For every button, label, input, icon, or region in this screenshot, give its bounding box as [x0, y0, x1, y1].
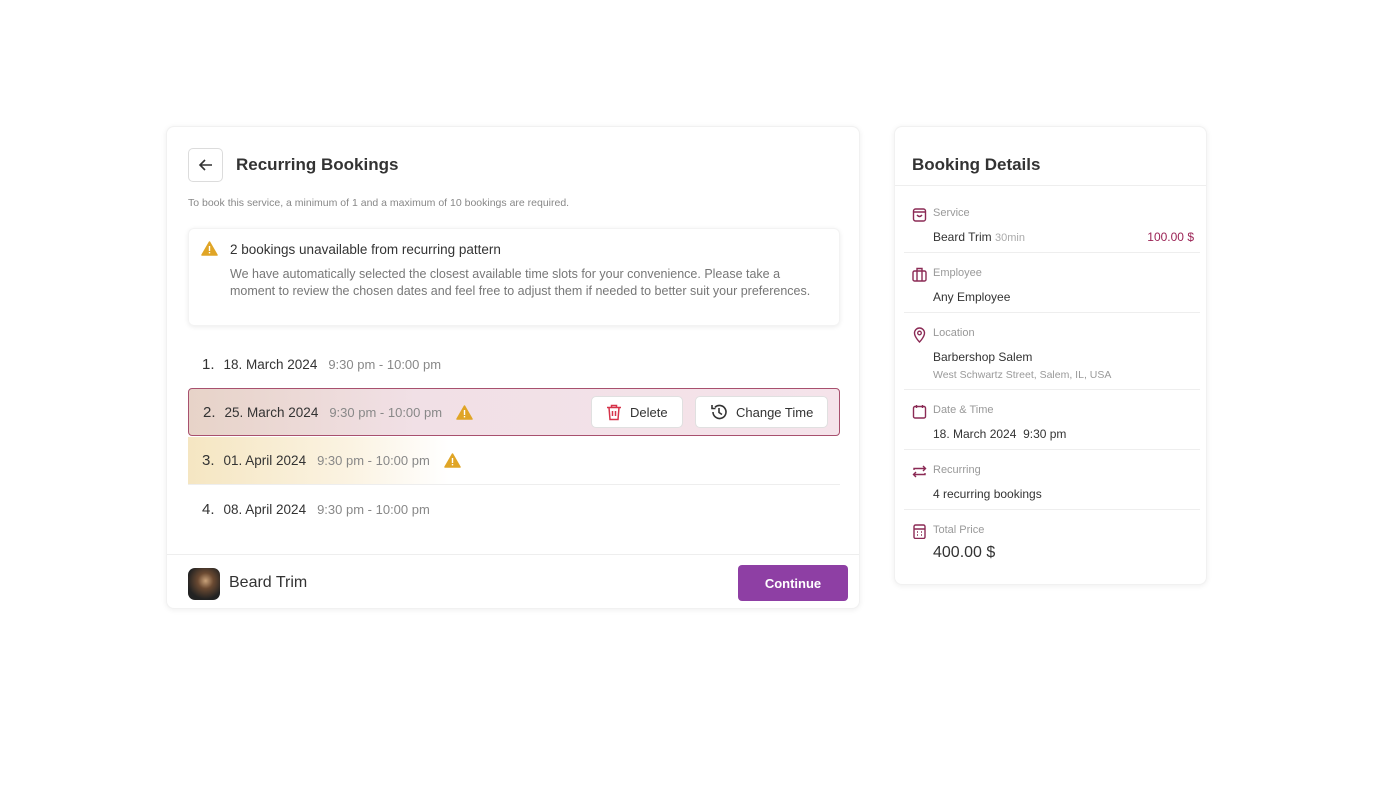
booking-date: 18. March 2024	[223, 356, 318, 372]
footer: Beard Trim Continue	[167, 554, 859, 609]
service-value: Beard Trim 30min	[933, 230, 1025, 244]
total-label: Total Price	[933, 524, 985, 536]
booking-date: 08. April 2024	[223, 501, 307, 517]
details-title: Booking Details	[912, 155, 1041, 174]
details-header: Booking Details	[895, 127, 1206, 186]
delete-label: Delete	[630, 404, 668, 420]
datetime-label: Date & Time	[933, 404, 994, 416]
booking-date: 01. April 2024	[223, 453, 307, 468]
briefcase-icon	[912, 267, 927, 282]
location-label: Location	[933, 327, 975, 339]
shopping-bag-icon	[912, 208, 927, 222]
unavailable-alert: 2 bookings unavailable from recurring pa…	[188, 228, 840, 326]
requirement-text: To book this service, a minimum of 1 and…	[188, 197, 570, 209]
map-pin-icon	[913, 327, 926, 343]
change-time-label: Change Time	[736, 404, 814, 420]
warning-icon	[201, 241, 218, 256]
booking-number: 2.	[203, 403, 216, 421]
service-section: Service Beard Trim 30min 100.00 $	[904, 207, 1200, 253]
booking-date: 18. March 2024	[933, 427, 1017, 441]
recurring-label: Recurring	[933, 464, 981, 476]
datetime-section: Date & Time 18. March 2024 9:30 pm	[904, 404, 1200, 450]
history-icon	[711, 404, 727, 420]
booking-time: 9:30 pm	[1023, 427, 1067, 441]
booking-row-selected[interactable]: 2. 25. March 2024 9:30 pm - 10:00 pm Del…	[188, 388, 840, 436]
booking-date: 25. March 2024	[224, 404, 319, 420]
total-section: Total Price 400.00 $	[904, 524, 1200, 570]
booking-row[interactable]: 1. 18. March 2024 9:30 pm - 10:00 pm	[188, 340, 840, 388]
page-title: Recurring Bookings	[236, 155, 399, 174]
change-time-button[interactable]: Change Time	[695, 396, 829, 428]
warning-icon	[444, 453, 461, 468]
repeat-icon	[912, 465, 927, 478]
warning-icon	[456, 404, 473, 420]
location-address: West Schwartz Street, Salem, IL, USA	[933, 369, 1112, 381]
booking-row[interactable]: 4. 08. April 2024 9:30 pm - 10:00 pm	[188, 485, 840, 533]
booking-details-card: Booking Details Service Beard Trim 30min…	[894, 126, 1207, 585]
arrow-left-icon	[198, 159, 212, 171]
location-section: Location Barbershop Salem West Schwartz …	[904, 327, 1200, 390]
booking-row[interactable]: 3. 01. April 2024 9:30 pm - 10:00 pm	[188, 437, 840, 485]
alert-heading: 2 bookings unavailable from recurring pa…	[230, 242, 501, 257]
service-price: 100.00 $	[1147, 230, 1194, 244]
booking-time: 9:30 pm - 10:00 pm	[317, 501, 430, 517]
continue-button[interactable]: Continue	[738, 565, 848, 601]
booking-time: 9:30 pm - 10:00 pm	[328, 356, 442, 372]
service-duration: 30min	[995, 232, 1025, 244]
employee-label: Employee	[933, 267, 982, 279]
employee-value: Any Employee	[933, 290, 1011, 304]
service-name: Beard Trim	[933, 230, 992, 244]
total-value: 400.00 $	[933, 544, 996, 561]
datetime-value: 18. March 2024 9:30 pm	[933, 427, 1066, 441]
booking-number: 4.	[202, 500, 215, 518]
location-name: Barbershop Salem	[933, 350, 1033, 364]
alert-body: We have automatically selected the close…	[230, 267, 811, 298]
booking-number: 3.	[202, 452, 215, 469]
service-label: Service	[933, 207, 970, 219]
recurring-section: Recurring 4 recurring bookings	[904, 464, 1200, 510]
calculator-icon	[913, 524, 926, 539]
booking-number: 1.	[202, 355, 215, 373]
booking-time: 9:30 pm - 10:00 pm	[317, 453, 430, 468]
calendar-icon	[912, 405, 927, 419]
service-avatar	[188, 568, 220, 600]
trash-icon	[607, 404, 621, 420]
recurring-value: 4 recurring bookings	[933, 487, 1042, 501]
booking-time: 9:30 pm - 10:00 pm	[329, 404, 443, 420]
back-button[interactable]	[188, 148, 223, 182]
recurring-bookings-card: Recurring Bookings To book this service,…	[166, 126, 860, 609]
employee-section: Employee Any Employee	[904, 267, 1200, 313]
delete-button[interactable]: Delete	[591, 396, 683, 428]
footer-service-name: Beard Trim	[229, 574, 308, 591]
